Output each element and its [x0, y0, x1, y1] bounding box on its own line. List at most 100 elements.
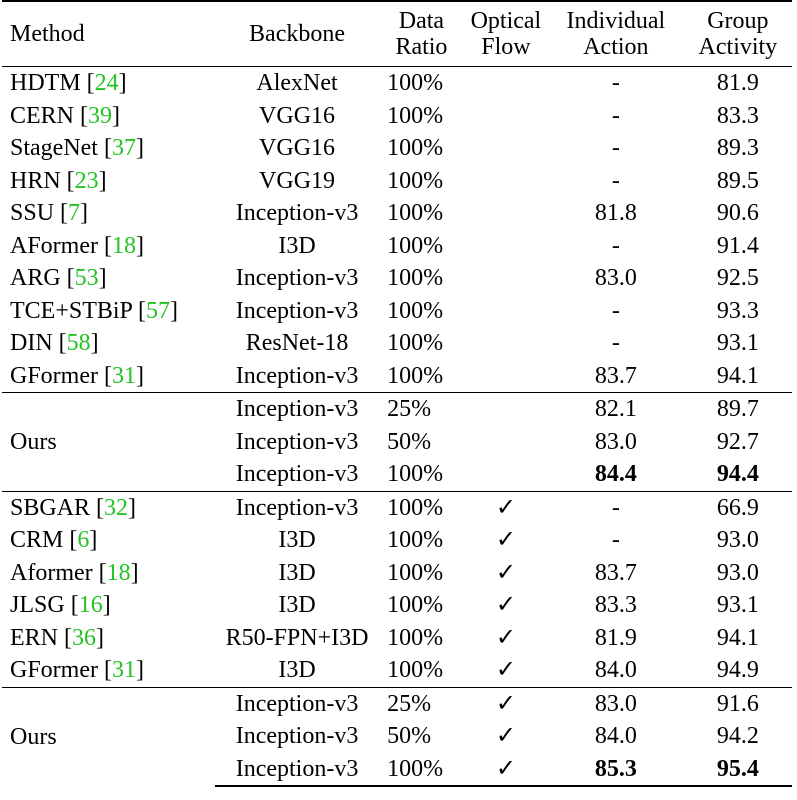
method-cell: ARG [53]: [10, 265, 107, 292]
table-row: Aformer [18] I3D 100% ✓ 83.7 93.0: [2, 557, 792, 590]
table-row: CRM [6] I3D 100% ✓ - 93.0: [2, 524, 792, 557]
individual-action-cell: -: [611, 135, 620, 162]
backbone-cell: AlexNet: [215, 66, 380, 100]
citation-link[interactable]: 39: [88, 102, 113, 129]
header-data-ratio-line1: Data: [398, 8, 445, 34]
table-row: Inception-v3 100% 84.4 94.4: [2, 458, 792, 491]
optical-flow-cell: ✓: [495, 592, 516, 619]
backbone-cell: R50-FPN+I3D: [225, 624, 369, 651]
backbone-cell: I3D: [278, 232, 316, 259]
optical-flow-cell: ✓: [495, 559, 516, 586]
individual-action-cell: 84.0: [594, 657, 637, 684]
method-name: ERN: [10, 624, 58, 651]
method-cell: DIN [58]: [10, 330, 99, 357]
group-activity-cell: 95.4: [683, 752, 792, 787]
header-individual-action-line2: Action: [583, 34, 649, 60]
data-ratio-cell: 50%: [387, 428, 432, 455]
method-name: ARG: [10, 265, 61, 292]
method-name: AFormer: [10, 232, 98, 259]
method-ours: Ours: [2, 392, 215, 491]
group-activity-cell: 83.3: [716, 102, 759, 129]
data-ratio-cell: 100%: [387, 362, 444, 389]
optical-flow-cell: [464, 327, 548, 360]
table-row: SBGAR [32] Inception-v3 100% ✓ -66.9: [2, 490, 792, 524]
data-ratio-cell: 100%: [387, 527, 444, 554]
method-name: CERN: [10, 102, 75, 129]
group-activity-cell: 94.9: [716, 657, 759, 684]
backbone-cell: Inception-v3: [215, 490, 380, 524]
individual-action-cell: 81.9: [594, 624, 637, 651]
data-ratio-cell: 100%: [379, 752, 464, 787]
optical-flow-cell: ✓: [495, 657, 516, 684]
data-ratio-cell: 100%: [387, 232, 444, 259]
method-ours: Ours: [2, 686, 215, 786]
optical-flow-cell: [464, 197, 548, 230]
method-name: HRN: [10, 167, 61, 194]
citation-link[interactable]: 57: [146, 297, 171, 324]
method-cell: AFormer [18]: [10, 232, 144, 259]
data-ratio-cell: 100%: [387, 330, 444, 357]
backbone-cell: Inception-v3: [235, 200, 359, 227]
optical-flow-cell: [464, 295, 548, 328]
group-activity-cell: 93.0: [716, 559, 759, 586]
group-activity-cell: 94.2: [716, 723, 759, 750]
backbone-cell: VGG16: [259, 102, 336, 129]
group-activity-cell: 94.1: [716, 624, 759, 651]
header-data-ratio-line2: Ratio: [395, 34, 448, 60]
citation-link[interactable]: 32: [104, 494, 129, 521]
individual-action-cell: -: [611, 527, 620, 554]
group-activity-cell: 94.4: [716, 461, 759, 488]
citation-link[interactable]: 53: [74, 265, 99, 292]
optical-flow-cell: [464, 458, 548, 491]
method-cell: JLSG [16]: [10, 592, 111, 619]
method-name: SBGAR: [10, 494, 91, 521]
method-name: JLSG: [10, 592, 65, 619]
method-name: TCE+STBiP: [10, 297, 133, 324]
data-ratio-cell: 25%: [379, 392, 464, 426]
citation-link[interactable]: 18: [106, 559, 131, 586]
data-ratio-cell: 100%: [379, 66, 464, 100]
backbone-cell: VGG19: [259, 167, 336, 194]
table-row: CERN [39] VGG16 100% - 83.3: [2, 100, 792, 133]
group-activity-cell: 91.6: [683, 686, 792, 720]
data-ratio-cell: 100%: [387, 624, 444, 651]
citation-link[interactable]: 7: [68, 200, 81, 227]
optical-flow-cell: [464, 165, 548, 198]
data-ratio-cell: 100%: [387, 135, 444, 162]
citation-link[interactable]: 24: [94, 70, 119, 97]
method-name: CRM: [10, 527, 64, 554]
citation-link[interactable]: 23: [74, 167, 99, 194]
method-cell: ERN [36]: [10, 624, 104, 651]
individual-action-cell: 83.7: [594, 362, 637, 389]
optical-flow-cell: ✓: [463, 686, 548, 720]
header-group-activity-line2: Activity: [698, 34, 778, 60]
method-cell: SSU [7]: [10, 200, 89, 227]
method-cell: HDTM [24]: [2, 66, 215, 100]
data-ratio-cell: 100%: [387, 657, 444, 684]
citation-link[interactable]: 6: [77, 527, 90, 554]
group-activity-cell: 94.1: [716, 362, 759, 389]
citation-link[interactable]: 18: [111, 232, 136, 259]
header-optical-flow-line1: Optical: [470, 8, 542, 34]
table-row: HDTM [24] AlexNet 100% -81.9: [2, 66, 792, 100]
results-table: Method Backbone Data Optical Individual …: [2, 0, 792, 787]
backbone-cell: Inception-v3: [215, 752, 380, 787]
group-activity-cell: 66.9: [683, 490, 792, 524]
method-name: HDTM: [10, 70, 81, 97]
citation-link[interactable]: 37: [111, 135, 136, 162]
citation-link[interactable]: 31: [111, 657, 136, 684]
citation-link[interactable]: 31: [111, 362, 136, 389]
table-row: Inception-v3 50% ✓ 84.0 94.2: [2, 720, 792, 753]
individual-action-cell: 83.3: [594, 592, 637, 619]
table-row: AFormer [18] I3D 100% - 91.4: [2, 230, 792, 263]
citation-link[interactable]: 58: [66, 330, 91, 357]
backbone-cell: I3D: [278, 527, 316, 554]
citation-link[interactable]: 16: [78, 592, 103, 619]
data-ratio-cell: 100%: [387, 461, 444, 488]
table-row: SSU [7] Inception-v3 100% 81.8 90.6: [2, 197, 792, 230]
backbone-cell: VGG16: [259, 135, 336, 162]
group-activity-cell: 89.5: [716, 167, 759, 194]
citation-link[interactable]: 36: [72, 624, 96, 651]
data-ratio-cell: 100%: [387, 102, 444, 129]
optical-flow-cell: [464, 262, 548, 295]
